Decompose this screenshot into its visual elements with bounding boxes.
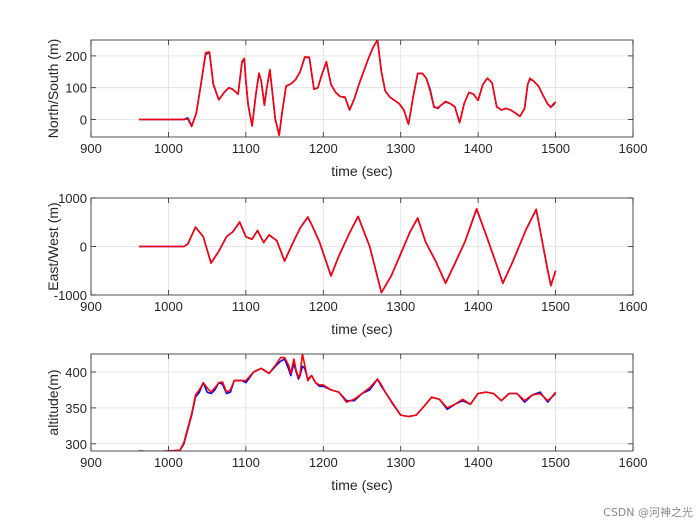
series-line-red — [139, 207, 557, 294]
y-tick-label: 300 — [65, 437, 87, 452]
x-tick-label: 1400 — [464, 299, 493, 314]
x-tick-label: 1000 — [154, 455, 183, 470]
series-group — [139, 207, 557, 294]
subplot-3: 900 1000 1100 1200 1300 1400 1500 1600 300 350 400… — [45, 353, 648, 493]
plot-area — [91, 40, 633, 137]
series-group — [139, 40, 557, 137]
x-tick-label: 1500 — [541, 299, 570, 314]
x-tick-label: 1000 — [154, 141, 183, 156]
x-tick-label: 1200 — [309, 141, 338, 156]
y-axis-label: North/South (m) — [45, 39, 61, 139]
y-tick-label: 100 — [65, 81, 87, 96]
x-tick-label: 1100 — [232, 299, 260, 314]
x-tick-label: 1200 — [309, 299, 338, 314]
x-tick-label: 1400 — [464, 141, 493, 156]
y-tick-label: 0 — [80, 240, 87, 255]
x-tick-label: 1200 — [309, 455, 338, 470]
y-tick-label: 200 — [65, 49, 87, 64]
y-tick-label: 0 — [80, 113, 87, 128]
subplot-2: 900 1000 1100 1200 1300 1400 1500 1600 -1000 0 100… — [45, 191, 647, 337]
y-tick-label: 1000 — [58, 191, 87, 206]
x-axis-label: time (sec) — [331, 321, 392, 337]
x-tick-label: 1600 — [619, 455, 648, 470]
x-tick-label: 1600 — [619, 141, 648, 156]
x-tick-label: 1500 — [541, 455, 570, 470]
y-axis-label: altitude(m) — [45, 369, 61, 435]
x-tick-label: 1100 — [232, 141, 260, 156]
x-tick-label: 1300 — [386, 455, 415, 470]
x-tick-label: 1500 — [541, 141, 570, 156]
x-tick-label: 1600 — [619, 299, 648, 314]
series-line-red — [139, 354, 557, 451]
y-tick-label: 400 — [65, 365, 87, 380]
x-axis-label: time (sec) — [331, 477, 392, 493]
series-group — [139, 354, 557, 451]
x-tick-label: 1300 — [386, 299, 415, 314]
y-tick-label: 350 — [65, 401, 87, 416]
x-axis-label: time (sec) — [331, 163, 392, 179]
x-tick-label: 1400 — [464, 455, 493, 470]
x-tick-label: 900 — [80, 299, 102, 314]
series-line-red — [139, 40, 557, 137]
subplot-1: 900 1000 1100 1200 1300 1400 1500 1600 0 100 200 ti… — [45, 39, 647, 179]
plot-area — [91, 354, 633, 451]
watermark-text: CSDN @河神之光 — [603, 505, 693, 519]
x-tick-label: 900 — [80, 141, 102, 156]
axes-box — [90, 39, 634, 138]
x-tick-label: 1100 — [232, 455, 260, 470]
y-axis-label: East/West (m) — [45, 202, 61, 290]
y-tick-label: -1000 — [54, 288, 87, 303]
x-tick-label: 900 — [80, 455, 102, 470]
x-tick-label: 1000 — [154, 299, 183, 314]
x-tick-label: 1300 — [386, 141, 415, 156]
axes-box — [90, 353, 634, 452]
